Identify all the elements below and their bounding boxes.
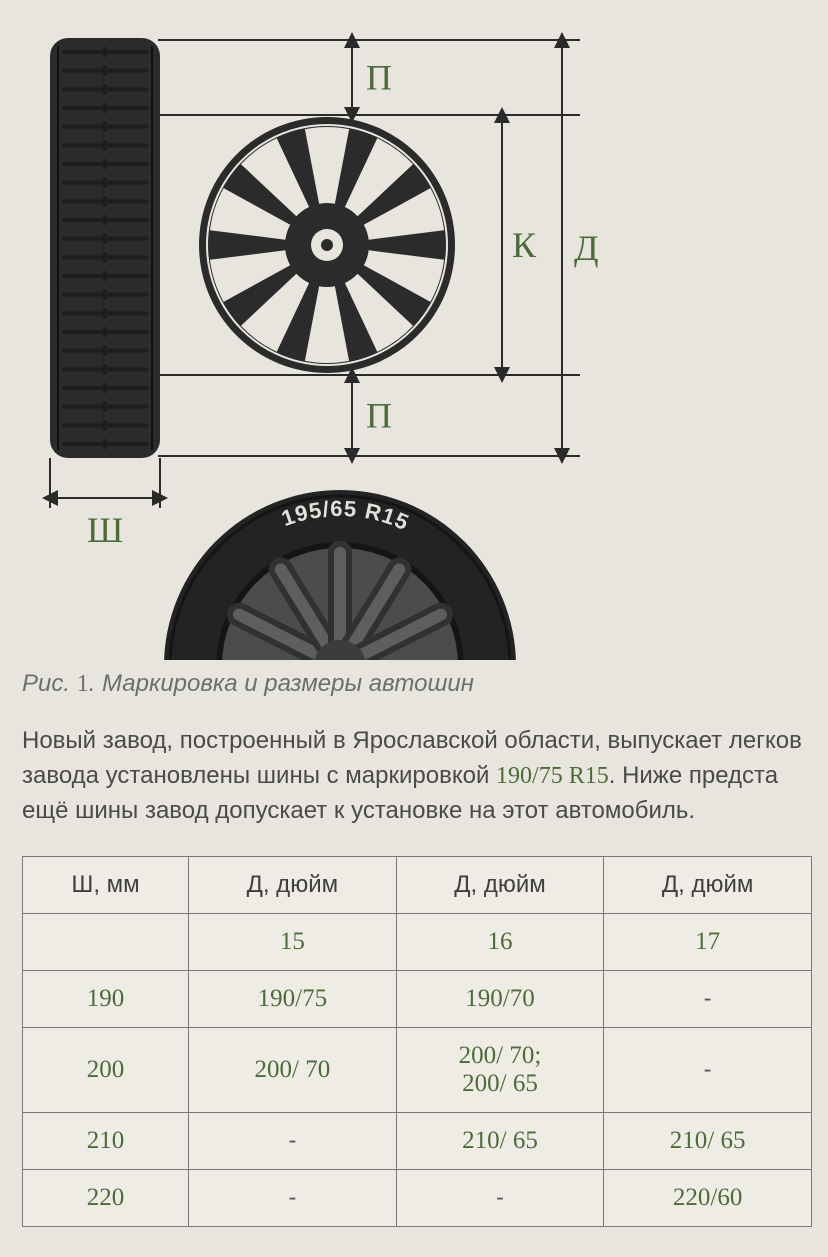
body-line1: Новый завод, построенный в Ярославской о… [22,727,802,754]
body-line2a: завода установлены шины с маркировкой [22,762,496,789]
body-paragraph: Новый завод, построенный в Ярославской о… [22,724,828,828]
table-cell: 190 [23,971,189,1028]
caption-rest: . Маркировка и размеры автошин [89,670,474,697]
table-row: 200200/ 70200/ 70;200/ 65- [23,1028,812,1113]
table-cell: 200 [23,1028,189,1113]
table-cell: - [189,1113,397,1170]
figure-caption: Рис. 1. Маркировка и размеры автошин [22,670,810,698]
table-header-cell: Ш, мм [23,857,189,914]
table-cell: - [604,971,812,1028]
table-cell: 220/60 [604,1170,812,1227]
table-header-cell: Д, дюйм [396,857,604,914]
table-cell: - [604,1028,812,1113]
svg-text:П: П [366,58,392,98]
table-header-cell: Д, дюйм [604,857,812,914]
table-cell: 200/ 70 [189,1028,397,1113]
page: ППКДШ195/65 R15 Рис. 1. Маркировка и раз… [0,0,828,1257]
body-line2b: . Ниже предста [609,762,778,789]
svg-text:Д: Д [574,228,599,268]
body-marking: 190/75 R15 [496,763,609,789]
table-cell: 200/ 70;200/ 65 [396,1028,604,1113]
table-row: 210-210/ 65210/ 65 [23,1113,812,1170]
table-header-cell: Д, дюйм [189,857,397,914]
table-row: 220--220/60 [23,1170,812,1227]
caption-number: 1 [77,671,89,697]
svg-text:К: К [512,225,537,265]
table-cell: 16 [396,914,604,971]
table-cell: 210/ 65 [604,1113,812,1170]
table-cell: 210/ 65 [396,1113,604,1170]
svg-text:П: П [366,396,392,436]
svg-text:Ш: Ш [87,510,123,550]
table-cell: 220 [23,1170,189,1227]
table-cell: - [189,1170,397,1227]
table-head: Ш, ммД, дюймД, дюймД, дюйм [23,857,812,914]
table-cell: 190/75 [189,971,397,1028]
body-line3: ещё шины завод допускает к установке на … [22,797,695,824]
table-body: 151617190190/75190/70-200200/ 70200/ 70;… [23,914,812,1227]
table-row: 151617 [23,914,812,971]
table-cell: 17 [604,914,812,971]
tire-diagram: ППКДШ195/65 R15 [22,20,662,660]
table-cell: - [396,1170,604,1227]
tire-table: Ш, ммД, дюймД, дюймД, дюйм 151617190190/… [22,856,812,1227]
diagram-svg: ППКДШ195/65 R15 [22,20,662,660]
table-cell [23,914,189,971]
table-cell: 210 [23,1113,189,1170]
table-row: 190190/75190/70- [23,971,812,1028]
table-cell: 190/70 [396,971,604,1028]
table-header-row: Ш, ммД, дюймД, дюймД, дюйм [23,857,812,914]
table-cell: 15 [189,914,397,971]
caption-prefix: Рис. [22,670,77,697]
